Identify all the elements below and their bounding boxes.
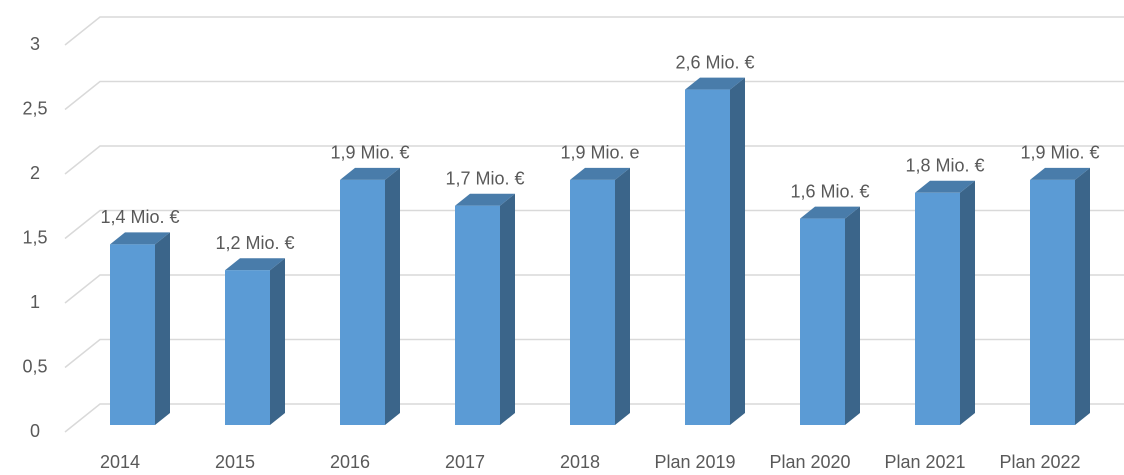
y-tick-label: 2 <box>30 163 40 183</box>
y-tick-label: 2,5 <box>22 98 47 118</box>
value-label: 1,2 Mio. € <box>215 233 294 253</box>
x-tick-label: 2017 <box>445 452 485 472</box>
x-tick-label: Plan 2020 <box>769 452 850 472</box>
value-label: 1,7 Mio. € <box>445 168 524 188</box>
bar-top <box>800 206 860 219</box>
grid-line <box>64 80 1124 111</box>
grid-line <box>64 274 1124 304</box>
bar <box>1030 179 1075 425</box>
y-tick-label: 0,5 <box>22 356 47 376</box>
bar <box>915 192 960 425</box>
bar <box>455 205 500 425</box>
y-tick-label: 3 <box>30 34 40 54</box>
x-tick-label: Plan 2019 <box>654 452 735 472</box>
bar-side <box>270 258 285 425</box>
grid-line <box>64 403 1124 433</box>
value-label: 1,6 Mio. € <box>790 181 869 201</box>
x-tick-label: Plan 2021 <box>884 452 965 472</box>
bar-top <box>110 232 170 245</box>
x-tick-label: 2018 <box>560 452 600 472</box>
grid-line <box>64 16 1124 46</box>
value-label: 1,9 Mio. e <box>560 143 639 163</box>
bar-side <box>155 232 170 425</box>
bar-top <box>915 180 975 193</box>
x-tick-label: 2015 <box>215 452 255 472</box>
bar <box>110 244 155 425</box>
bar-side <box>500 193 515 425</box>
bar-top <box>570 167 630 180</box>
y-tick-label: 0 <box>30 421 40 441</box>
grid-line <box>64 209 1124 240</box>
value-label: 1,9 Mio. € <box>330 143 409 163</box>
bar-top <box>455 193 515 206</box>
bar-side <box>1075 167 1090 425</box>
bar-side <box>615 167 630 425</box>
bar-side <box>730 77 745 425</box>
bar <box>685 89 730 425</box>
bar-top <box>685 77 745 90</box>
grid-line <box>64 338 1124 369</box>
value-label: 1,8 Mio. € <box>905 156 984 176</box>
x-tick-label: 2014 <box>100 452 140 472</box>
x-tick-label: Plan 2022 <box>999 452 1080 472</box>
value-label: 1,4 Mio. € <box>100 207 179 227</box>
bar <box>570 179 615 425</box>
bar-side <box>960 180 975 425</box>
bar-top <box>1030 167 1090 180</box>
grid-line <box>64 145 1124 175</box>
y-tick-label: 1 <box>30 292 40 312</box>
x-tick-label: 2016 <box>330 452 370 472</box>
bar <box>340 179 385 425</box>
bar <box>225 270 270 425</box>
bar-top <box>225 258 285 271</box>
value-label: 2,6 Mio. € <box>675 52 754 72</box>
bar-side <box>845 206 860 425</box>
bar <box>800 218 845 425</box>
bar-top <box>340 167 400 180</box>
value-label: 1,9 Mio. € <box>1020 143 1099 163</box>
bar-side <box>385 167 400 425</box>
y-tick-label: 1,5 <box>22 227 47 247</box>
